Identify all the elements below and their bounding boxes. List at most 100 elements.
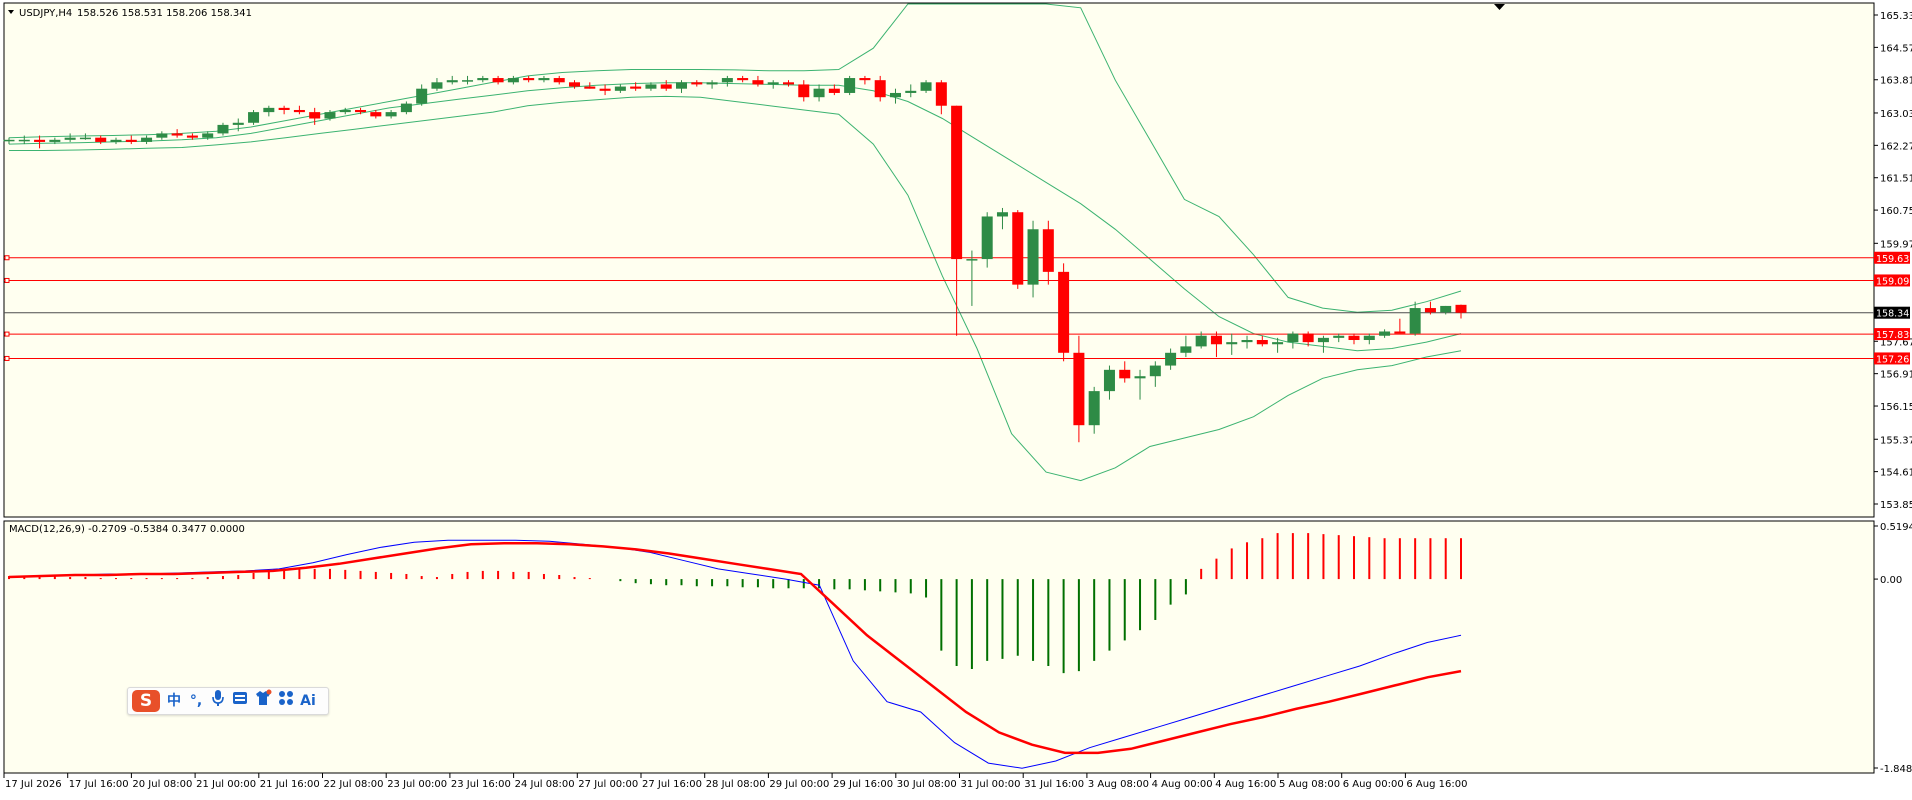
macd-panel[interactable]: [3, 520, 1875, 774]
ime-chinese-mode-button[interactable]: 中: [167, 693, 181, 709]
candle: [1103, 365, 1115, 400]
candle: [1379, 329, 1391, 338]
candle-body: [1165, 352, 1177, 366]
candle-body: [767, 82, 779, 85]
price-panel[interactable]: [3, 2, 1875, 518]
time-tick-label: 6 Aug 16:00: [1406, 779, 1467, 790]
candle-body: [3, 139, 15, 142]
candle-body: [1256, 340, 1268, 345]
chart-shift-marker-icon[interactable]: [1494, 4, 1505, 10]
candle: [477, 75, 489, 83]
candle-body: [263, 107, 275, 113]
candle: [1195, 331, 1207, 349]
macd-tick-label: 0.00: [1880, 575, 1902, 586]
level-handle[interactable]: [4, 355, 10, 361]
candle-body: [309, 112, 321, 119]
symbol-menu-arrow-icon[interactable]: [8, 10, 14, 14]
candle: [538, 75, 550, 83]
candle-body: [1333, 335, 1345, 338]
candle: [782, 80, 794, 87]
time-tick-label: 22 Jul 08:00: [324, 779, 384, 790]
price-tick-label: 156.150: [1880, 402, 1912, 413]
level-price-label: 159.098: [1876, 276, 1912, 287]
candle: [370, 109, 382, 119]
candle-body: [141, 137, 153, 142]
candle: [248, 109, 260, 125]
candle-body: [599, 88, 611, 91]
time-tick-label: 30 Jul 08:00: [897, 779, 957, 790]
candle-body: [630, 86, 642, 89]
candle: [1287, 331, 1299, 349]
time-tick-label: 4 Aug 16:00: [1215, 779, 1276, 790]
level-handle[interactable]: [4, 255, 10, 261]
candle-body: [523, 78, 535, 81]
candle-body: [1287, 333, 1299, 343]
candle-body: [951, 105, 963, 260]
time-tick-label: 6 Aug 00:00: [1343, 779, 1404, 790]
candle-body: [798, 84, 810, 98]
candle-body: [1180, 346, 1192, 353]
ime-punctuation-button[interactable]: °,: [189, 693, 203, 709]
candle-body: [874, 80, 886, 98]
candle: [64, 133, 76, 142]
time-tick-label: 29 Jul 16:00: [833, 779, 893, 790]
grid-icon[interactable]: [278, 690, 294, 713]
candle: [1317, 335, 1329, 353]
level-price-label: 159.631: [1876, 254, 1912, 265]
skin-icon[interactable]: [254, 689, 272, 714]
candle-body: [966, 259, 978, 261]
mic-icon[interactable]: [210, 689, 226, 714]
candle-body: [339, 109, 351, 113]
candle: [1073, 335, 1085, 443]
ime-ai-button[interactable]: Ai: [300, 693, 316, 709]
candle-body: [1241, 340, 1253, 343]
level-handle[interactable]: [4, 331, 10, 337]
level-price-label: 157.267: [1876, 354, 1912, 365]
time-tick-label: 21 Jul 16:00: [260, 779, 320, 790]
candle-body: [1210, 335, 1222, 345]
candle-body: [18, 139, 30, 142]
candle-body: [1409, 308, 1421, 334]
candle: [141, 135, 153, 145]
candle: [49, 137, 61, 145]
candle-body: [324, 112, 336, 119]
candle-body: [1073, 352, 1085, 426]
candle-body: [1058, 271, 1070, 353]
candle-body: [1363, 335, 1375, 341]
candle-body: [782, 82, 794, 85]
candle: [1180, 335, 1192, 358]
time-tick-label: 31 Jul 16:00: [1024, 779, 1084, 790]
price-tick-label: 153.850: [1880, 500, 1912, 511]
candle: [798, 80, 810, 102]
macd-label: MACD(12,26,9) -0.2709 -0.5384 0.3477 0.0…: [9, 524, 245, 535]
candle-body: [370, 112, 382, 117]
candle: [1333, 333, 1345, 343]
candle-body: [1379, 331, 1391, 336]
candle-body: [1012, 212, 1024, 285]
current-price-box: [1874, 306, 1910, 319]
level-handle[interactable]: [4, 277, 10, 283]
keyboard-icon[interactable]: [232, 690, 248, 713]
candle: [1210, 331, 1222, 358]
candle: [951, 105, 963, 336]
candle-body: [400, 103, 412, 113]
candle-body: [1455, 304, 1467, 313]
upper-band-line: [8, 3, 1462, 313]
candle-body: [156, 133, 168, 138]
candle: [828, 84, 840, 96]
candle: [889, 88, 901, 104]
candle: [691, 80, 703, 87]
candle: [1012, 210, 1024, 289]
candle: [584, 82, 596, 89]
ime-toolbar[interactable]: S 中 °, Ai: [127, 687, 329, 715]
horizontal-levels: [4, 255, 1874, 361]
bollinger-bands: [8, 3, 1462, 482]
candle: [1424, 301, 1436, 315]
candle-body: [828, 88, 840, 93]
ime-logo-icon[interactable]: S: [132, 690, 160, 712]
candle-body: [462, 80, 474, 82]
candle: [599, 84, 611, 96]
candle: [966, 250, 978, 306]
